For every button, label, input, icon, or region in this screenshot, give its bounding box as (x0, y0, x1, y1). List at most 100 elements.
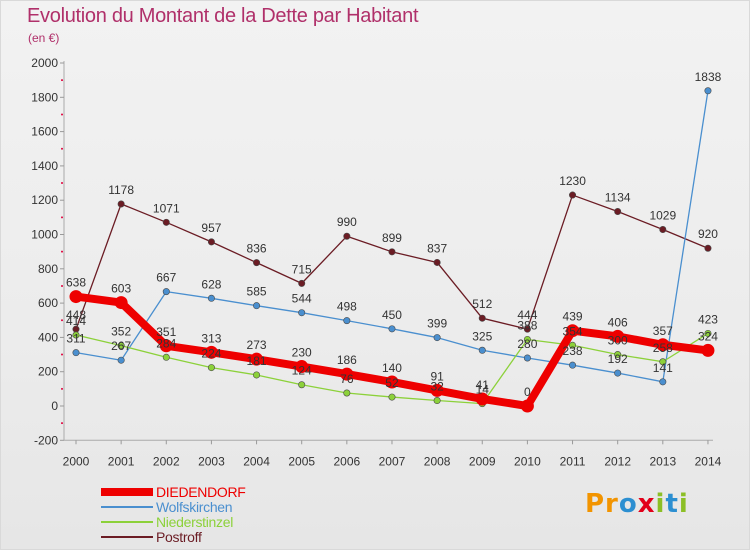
data-point-diedendorf (656, 338, 670, 352)
x-tick-label: 2002 (153, 454, 180, 468)
data-point-wolfskirchen (117, 356, 125, 364)
minor-tick (61, 250, 63, 253)
y-tick-label: 1800 (31, 90, 58, 104)
data-label-niederstinzel: 352 (111, 325, 131, 339)
data-point-diedendorf (520, 399, 534, 413)
x-tick-label: 2003 (198, 454, 225, 468)
data-point-wolfskirchen (704, 87, 712, 95)
y-tick-label: 0 (51, 399, 58, 413)
y-tick-label: 200 (38, 365, 58, 379)
data-point-diedendorf (430, 383, 444, 397)
data-point-niederstinzel (523, 335, 531, 343)
minor-tick (61, 353, 63, 356)
data-label-niederstinzel: 14 (476, 383, 490, 397)
data-label-wolfskirchen: 325 (472, 329, 492, 343)
chart-title: Evolution du Montant de la Dette par Hab… (27, 5, 419, 27)
data-point-niederstinzel (343, 389, 351, 397)
legend-label: Niederstinzel (156, 514, 234, 530)
data-point-niederstinzel (388, 393, 396, 401)
data-point-wolfskirchen (433, 334, 441, 342)
data-point-postroff (433, 258, 441, 266)
minor-tick (61, 113, 63, 116)
x-tick-label: 2009 (469, 454, 496, 468)
x-tick-label: 2011 (560, 454, 586, 468)
data-label-wolfskirchen: 399 (427, 317, 447, 331)
data-label-postroff: 990 (337, 215, 357, 229)
y-tick-label: 1600 (31, 125, 58, 139)
data-label-postroff: 837 (427, 241, 447, 255)
data-point-wolfskirchen (162, 288, 170, 296)
data-label-niederstinzel: 224 (201, 347, 221, 361)
data-label-niederstinzel: 181 (247, 354, 267, 368)
data-label-postroff: 957 (201, 221, 221, 235)
axes: -200020040060080010001200140016001800200… (31, 56, 721, 468)
data-label-postroff: 1178 (108, 183, 134, 197)
data-label-postroff: 836 (247, 242, 267, 256)
legend-label: Postroff (156, 529, 202, 545)
data-label-niederstinzel: 124 (292, 364, 312, 378)
x-tick-label: 2006 (333, 454, 360, 468)
legend-swatch (101, 536, 153, 538)
data-point-diedendorf (475, 392, 489, 406)
data-point-postroff (207, 238, 215, 246)
minor-tick (61, 182, 63, 185)
data-label-diedendorf: 91 (430, 369, 444, 383)
y-tick-label: 1000 (31, 228, 58, 242)
data-label-diedendorf: 439 (563, 310, 583, 324)
data-point-postroff (614, 208, 622, 216)
data-point-diedendorf (611, 329, 625, 343)
y-tick-label: 1200 (31, 193, 58, 207)
y-tick-label: 1400 (31, 159, 58, 173)
minor-tick (61, 216, 63, 219)
data-label-wolfskirchen: 141 (653, 361, 673, 375)
data-point-diedendorf (69, 290, 83, 304)
data-point-wolfskirchen (253, 302, 261, 310)
legend-label: Wolfskirchen (156, 499, 233, 515)
data-label-postroff: 1230 (559, 174, 586, 188)
data-point-wolfskirchen (72, 349, 80, 357)
data-point-postroff (659, 226, 667, 234)
legend-item-postroff: Postroff (101, 530, 301, 545)
data-point-postroff (569, 191, 577, 199)
data-point-postroff (298, 279, 306, 287)
x-tick-label: 2005 (288, 454, 315, 468)
data-point-wolfskirchen (343, 317, 351, 325)
data-label-wolfskirchen: 280 (517, 337, 537, 351)
data-point-postroff (343, 232, 351, 240)
data-point-niederstinzel (207, 364, 215, 372)
legend-swatch (101, 506, 153, 508)
data-label-niederstinzel: 423 (698, 312, 718, 326)
data-point-postroff (704, 244, 712, 252)
data-point-diedendorf (701, 343, 715, 357)
data-point-wolfskirchen (614, 369, 622, 377)
legend-label: DIEDENDORF (156, 484, 246, 500)
data-label-diedendorf: 351 (156, 325, 176, 339)
data-point-wolfskirchen (478, 346, 486, 354)
x-tick-label: 2008 (424, 454, 451, 468)
data-point-postroff (253, 259, 261, 267)
data-label-niederstinzel: 32 (430, 380, 444, 394)
data-label-wolfskirchen: 1838 (695, 70, 722, 84)
data-point-diedendorf (566, 324, 580, 338)
x-tick-label: 2000 (63, 454, 90, 468)
x-tick-label: 2010 (514, 454, 541, 468)
minor-tick (61, 387, 63, 390)
x-tick-label: 2007 (379, 454, 406, 468)
data-point-niederstinzel (614, 351, 622, 359)
data-point-niederstinzel (162, 353, 170, 361)
data-point-postroff (523, 325, 531, 333)
data-label-wolfskirchen: 498 (337, 300, 357, 314)
y-tick-label: 2000 (31, 56, 58, 70)
data-label-postroff: 920 (698, 227, 718, 241)
data-label-diedendorf: 603 (111, 282, 131, 296)
proxiti-logo: Proxiti (585, 489, 689, 519)
y-tick-label: -200 (34, 433, 58, 447)
y-tick-label: 400 (38, 330, 58, 344)
minor-tick (61, 422, 63, 425)
data-label-niederstinzel: 354 (563, 324, 583, 338)
data-label-postroff: 448 (66, 308, 86, 322)
data-label-wolfskirchen: 628 (201, 277, 221, 291)
data-label-diedendorf: 357 (653, 324, 673, 338)
data-label-postroff: 899 (382, 231, 402, 245)
